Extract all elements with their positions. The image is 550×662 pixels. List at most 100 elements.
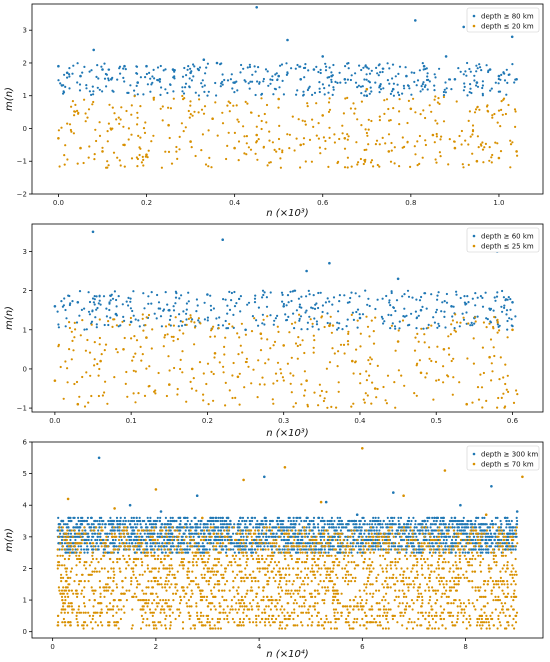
data-point bbox=[96, 624, 100, 627]
data-point bbox=[81, 535, 84, 538]
data-point bbox=[421, 83, 424, 86]
data-point bbox=[134, 318, 137, 321]
data-point bbox=[356, 163, 359, 166]
data-point bbox=[389, 92, 392, 95]
data-point bbox=[451, 576, 454, 580]
data-point bbox=[251, 516, 254, 520]
data-point bbox=[385, 567, 388, 570]
data-point bbox=[436, 548, 439, 551]
data-point bbox=[321, 535, 324, 538]
data-point bbox=[481, 84, 484, 87]
data-point bbox=[296, 357, 299, 360]
data-point bbox=[481, 80, 484, 83]
data-point bbox=[323, 602, 326, 605]
data-point bbox=[421, 532, 424, 535]
data-point bbox=[365, 614, 368, 618]
data-point bbox=[250, 535, 253, 538]
data-point bbox=[234, 561, 237, 564]
data-point bbox=[295, 602, 298, 605]
data-point bbox=[131, 309, 134, 313]
data-point bbox=[286, 294, 290, 297]
data-point bbox=[379, 554, 382, 557]
data-point bbox=[418, 359, 421, 362]
data-point bbox=[249, 589, 252, 592]
data-point bbox=[388, 82, 391, 85]
data-point bbox=[431, 532, 434, 535]
data-point bbox=[363, 583, 366, 586]
data-point bbox=[477, 146, 480, 149]
data-point bbox=[98, 88, 101, 91]
data-point bbox=[347, 67, 350, 70]
data-point bbox=[83, 526, 86, 529]
data-point bbox=[164, 516, 167, 520]
data-point bbox=[371, 548, 374, 551]
data-point bbox=[351, 311, 354, 314]
data-point bbox=[404, 66, 407, 69]
data-point bbox=[222, 608, 225, 611]
data-point bbox=[493, 538, 496, 542]
data-point bbox=[325, 367, 328, 370]
data-point bbox=[151, 75, 154, 78]
data-point bbox=[295, 309, 298, 312]
data-point bbox=[364, 392, 367, 395]
data-point bbox=[323, 535, 326, 538]
data-point bbox=[321, 304, 324, 307]
data-point bbox=[361, 85, 364, 88]
data-point bbox=[303, 76, 306, 79]
data-point bbox=[493, 354, 496, 358]
data-point bbox=[92, 523, 95, 526]
data-point bbox=[189, 100, 192, 103]
data-point bbox=[496, 627, 499, 630]
data-point bbox=[128, 538, 131, 542]
data-point bbox=[170, 545, 173, 548]
data-point bbox=[423, 519, 426, 523]
data-point bbox=[374, 538, 377, 542]
data-point bbox=[170, 335, 173, 338]
data-point bbox=[392, 94, 395, 97]
data-point bbox=[203, 529, 206, 532]
data-point bbox=[281, 532, 284, 535]
data-point bbox=[465, 74, 468, 77]
data-point bbox=[344, 97, 347, 100]
data-point bbox=[453, 526, 456, 529]
data-point bbox=[181, 538, 184, 542]
data-point bbox=[453, 327, 456, 330]
data-point bbox=[317, 137, 320, 140]
data-point bbox=[70, 330, 73, 333]
data-point bbox=[117, 295, 120, 298]
data-point bbox=[387, 107, 390, 111]
data-point bbox=[328, 97, 331, 100]
data-point bbox=[78, 290, 82, 293]
data-point bbox=[339, 538, 342, 542]
data-point bbox=[440, 535, 443, 538]
data-point bbox=[134, 535, 137, 538]
data-point bbox=[471, 297, 474, 300]
data-point bbox=[433, 89, 436, 92]
data-point bbox=[412, 516, 415, 520]
data-point bbox=[291, 290, 294, 293]
data-point bbox=[330, 74, 333, 78]
data-point bbox=[491, 580, 494, 583]
data-point bbox=[255, 526, 258, 529]
data-point bbox=[106, 551, 109, 554]
data-point bbox=[117, 116, 120, 119]
data-point bbox=[318, 87, 321, 90]
legend-marker bbox=[472, 14, 476, 18]
data-point bbox=[435, 135, 438, 138]
data-point bbox=[470, 321, 473, 324]
data-point bbox=[58, 548, 61, 551]
data-point bbox=[132, 392, 135, 395]
data-point bbox=[403, 523, 406, 526]
data-point bbox=[403, 87, 406, 90]
data-point bbox=[85, 561, 88, 564]
data-point bbox=[466, 538, 469, 542]
data-point bbox=[482, 529, 485, 532]
data-point bbox=[210, 309, 213, 312]
data-point bbox=[336, 365, 339, 368]
data-point bbox=[506, 328, 509, 331]
data-point bbox=[262, 146, 265, 149]
data-point bbox=[269, 291, 272, 294]
data-point bbox=[330, 78, 333, 81]
data-point bbox=[178, 297, 181, 300]
data-point bbox=[169, 83, 172, 86]
